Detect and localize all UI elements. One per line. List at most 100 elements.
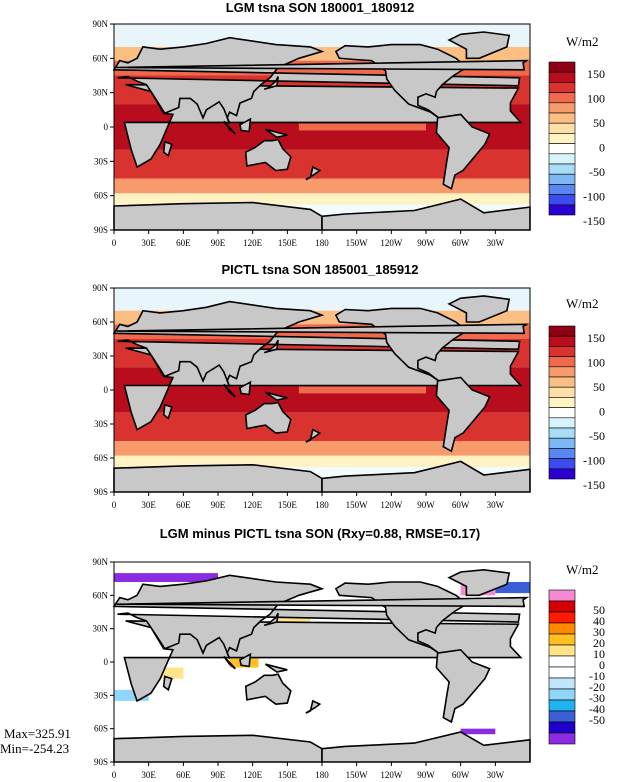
lon-label: 120E — [243, 500, 263, 510]
lon-label: 0 — [112, 238, 117, 248]
colorbar-swatch — [548, 622, 576, 635]
colorbar-swatch — [548, 184, 576, 195]
lon-label: 90E — [211, 500, 226, 510]
colorbar-swatch — [548, 468, 576, 480]
colorbar-label: 50 — [593, 380, 605, 394]
colorbar-swatch — [548, 458, 576, 470]
max-stat: Max=325.91 — [4, 726, 71, 741]
colorbar-swatch — [548, 589, 576, 602]
landmass — [435, 113, 491, 191]
lon-label: 90W — [417, 238, 435, 248]
colorbar-label: -100 — [583, 189, 605, 203]
landmass — [116, 59, 530, 71]
lon-label: 90E — [211, 770, 226, 780]
landmass — [239, 380, 252, 396]
colorbar-label: 0 — [599, 658, 605, 672]
colorbar-swatch — [548, 61, 576, 73]
field-patch — [160, 667, 184, 679]
colorbar-swatch — [548, 655, 576, 668]
colorbar-swatch — [548, 600, 576, 613]
landmass — [239, 652, 252, 668]
landmass — [113, 201, 323, 231]
colorbar-label: -10 — [589, 669, 605, 683]
lat-label: 30S — [94, 419, 108, 429]
min-stat: Min=-254.23 — [0, 741, 70, 756]
lat-label: 30N — [93, 624, 109, 634]
map-pictl: 90N 60N 30N 0 30S 60S 90S 0 30E 60E 90E 120E 150E 180… — [93, 283, 606, 510]
lat-label: 30N — [93, 88, 109, 98]
lat-label: 0 — [104, 122, 109, 132]
lon-label: 150W — [346, 500, 369, 510]
landmass — [264, 391, 288, 402]
colorbar-label: -100 — [583, 453, 605, 467]
field-patch — [495, 582, 530, 594]
lon-label: 30W — [487, 770, 505, 780]
landmass — [435, 376, 491, 453]
lon-label: 150W — [346, 238, 369, 248]
landmass — [244, 401, 292, 434]
panel-title: LGM tsna SON 180001_180912 — [225, 0, 415, 15]
colorbar-label: -20 — [589, 680, 605, 694]
colorbar-label: -150 — [583, 478, 605, 492]
colorbar-swatch — [548, 325, 576, 337]
landmass — [305, 165, 322, 181]
colorbar-swatch — [548, 153, 576, 165]
lat-label: 60S — [94, 191, 108, 201]
lat-label: 90S — [94, 225, 108, 235]
colorbar-swatch — [548, 710, 576, 723]
colorbar-swatch — [548, 666, 576, 679]
lat-label: 60N — [93, 590, 109, 600]
lat-label: 60N — [93, 317, 109, 327]
colorbar-label: 150 — [587, 331, 605, 345]
lat-label: 90S — [94, 757, 108, 767]
colorbar-swatch — [548, 677, 576, 690]
continents — [112, 568, 531, 763]
field-patch — [460, 728, 496, 735]
lon-label: 150W — [346, 770, 369, 780]
landmass — [162, 675, 173, 692]
field-patch — [114, 689, 149, 701]
landmass — [264, 663, 288, 673]
colorbar-swatch — [548, 346, 576, 357]
colorbar-label: 50 — [593, 603, 605, 617]
colorbar-swatch — [548, 633, 576, 646]
colorbar-label: 0 — [599, 404, 605, 418]
lon-label: 150E — [278, 500, 298, 510]
panel-diff: LGM minus PICTL tsna SON (Rxy=0.88, RMSE… — [0, 516, 618, 782]
field-patch — [114, 573, 218, 582]
colorbar-units: W/m2 — [566, 562, 599, 577]
panel-title: LGM minus PICTL tsna SON (Rxy=0.88, RMSE… — [159, 526, 481, 541]
colorbar-swatch — [548, 102, 576, 114]
lon-label: 0 — [112, 770, 117, 780]
colorbar-units: W/m2 — [566, 34, 599, 49]
lon-label: 180 — [315, 500, 329, 510]
lon-label: 30E — [141, 238, 156, 248]
colorbar-label: 30 — [593, 625, 605, 639]
colorbar-label: 20 — [593, 636, 605, 650]
colorbar-swatch — [548, 427, 576, 439]
colorbar-swatch — [548, 688, 576, 701]
landmass — [223, 655, 236, 670]
landmass — [263, 339, 279, 354]
landmass — [305, 699, 322, 714]
colorbar-swatch — [548, 417, 576, 429]
lon-label: 120W — [380, 500, 403, 510]
lon-label: 120E — [243, 238, 263, 248]
colorbar: 150 100 50 0 -50 -100 -150 — [548, 61, 605, 228]
colorbar-label: -40 — [589, 702, 605, 716]
panel-lgm: LGM tsna SON 180001_180912 W/m2 90N 60N 30… — [0, 0, 618, 260]
field-band — [114, 441, 530, 456]
colorbar-label: 0 — [599, 140, 605, 154]
lon-label: 90W — [417, 770, 435, 780]
colorbar-label: 100 — [587, 355, 605, 369]
colorbar-label: 50 — [593, 116, 605, 130]
landmass — [447, 31, 511, 60]
landmass — [239, 117, 252, 133]
landmass — [162, 140, 173, 157]
lat-label: 90S — [94, 487, 108, 497]
lat-label: 60N — [93, 53, 109, 63]
lon-label: 180 — [315, 238, 329, 248]
landmass — [162, 403, 173, 420]
colorbar-label: -50 — [589, 165, 605, 179]
